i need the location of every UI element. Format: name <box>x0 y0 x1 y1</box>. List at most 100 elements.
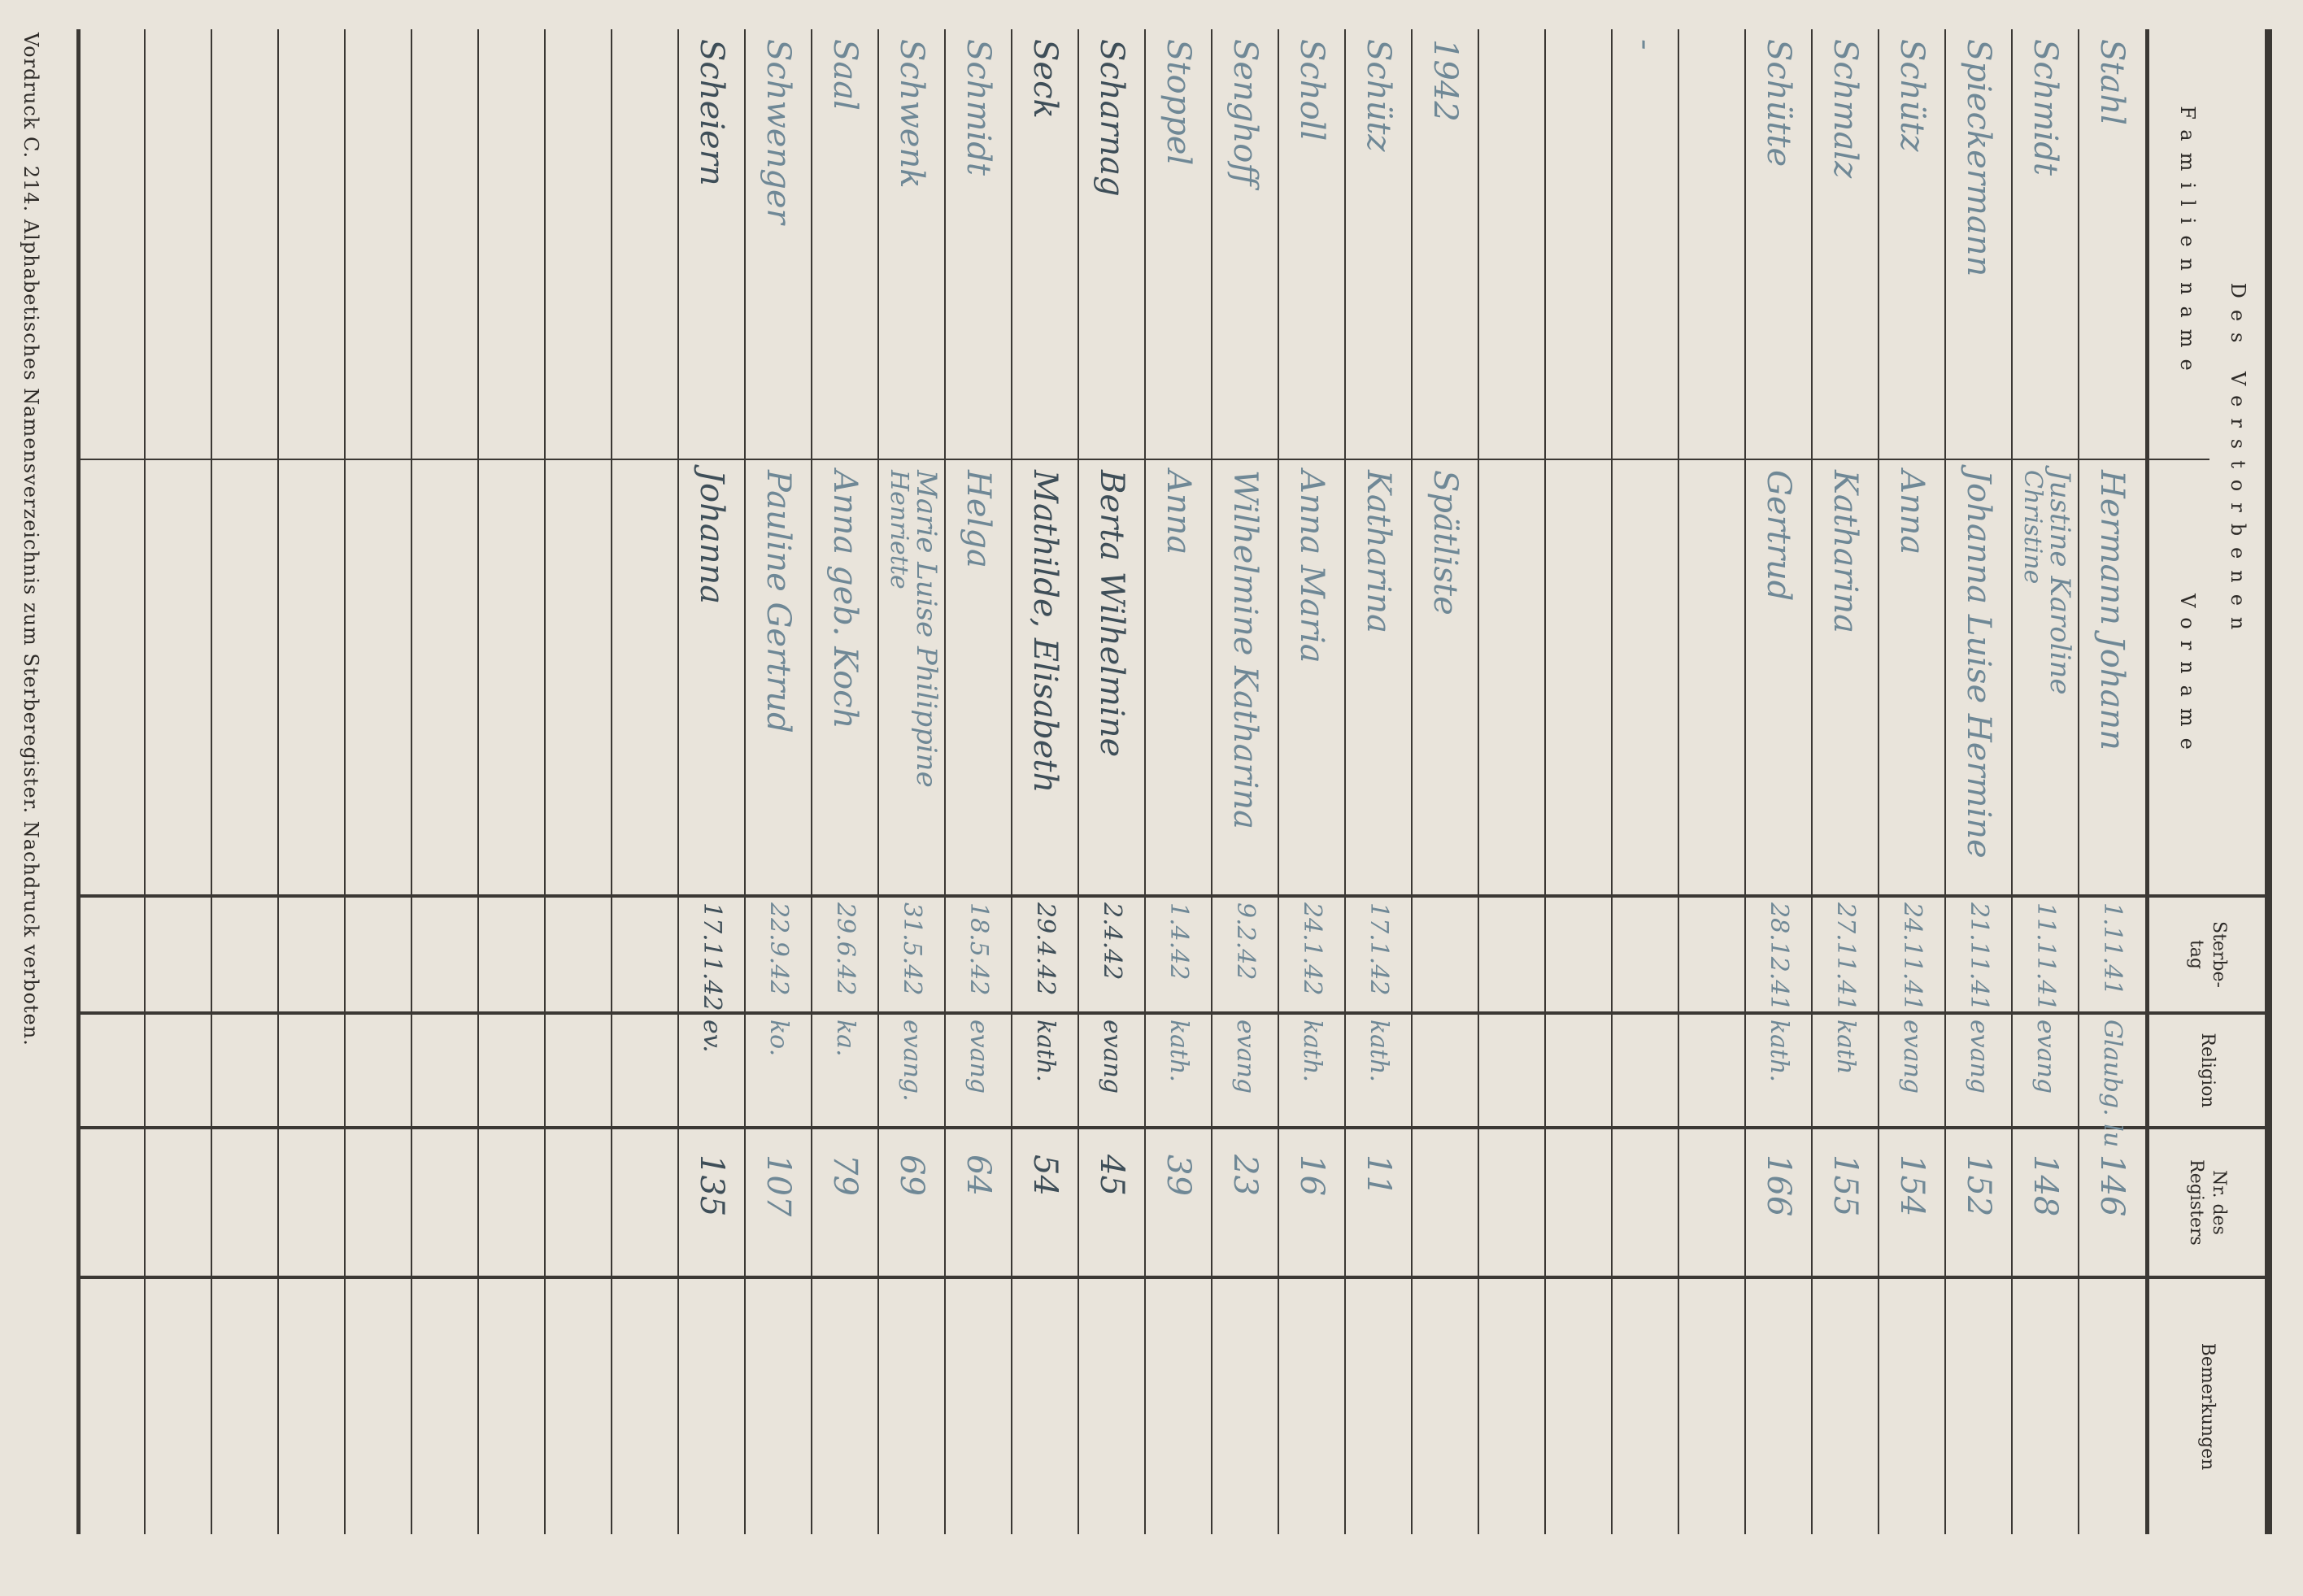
family-name-cell: Schwenk <box>878 39 945 454</box>
family-name-cell: Schmidt <box>945 39 1012 454</box>
header-death-date-line1: Sterbe- <box>2209 921 2229 988</box>
death-date-cell-text: 27.11.41 <box>1831 902 1860 1011</box>
given-name-cell-text: Hermann Johann <box>2093 470 2131 750</box>
death-date-cell: 22.9.42 <box>745 902 812 1011</box>
given-name-cell: Mathilde, Elisabeth <box>1012 470 1078 893</box>
death-date-cell-text: 29.4.42 <box>1031 902 1060 996</box>
death-date-cell-text: 1.4.42 <box>1165 902 1193 981</box>
register-number-cell: 135 <box>678 1155 745 1268</box>
given-name-cell-text: Mathilde, Elisabeth <box>1026 470 1064 794</box>
religion-cell-text: evang <box>1898 1020 1926 1094</box>
family-name-cell: Saal <box>812 39 878 454</box>
religion-cell-text: kath. <box>1765 1020 1793 1082</box>
register-number-cell: 155 <box>1812 1155 1879 1268</box>
religion-cell-text: evang. <box>898 1020 926 1102</box>
religion-cell-text: evang <box>1965 1020 1993 1094</box>
family-name-cell: Schütz <box>1879 39 1945 454</box>
given-name-cell-text: Pauline Gertrud <box>760 470 797 733</box>
family-name-cell: Stahl <box>2079 39 2145 454</box>
religion-cell: evang <box>1078 1020 1145 1125</box>
given-name-cell-text: Helga <box>960 470 997 568</box>
given-name-cell: Johanna Luise Hermine <box>1945 470 2012 893</box>
family-name-cell-text: Schütz <box>1360 39 1397 152</box>
family-name-cell-text: Schmidt <box>2027 39 2064 176</box>
death-date-cell-text: 11.11.41 <box>2031 902 2060 1011</box>
family-name-cell: Senghoff <box>1212 39 1278 454</box>
religion-cell-text: ko. <box>764 1020 793 1057</box>
given-name-cell: Gertrud <box>1745 470 1812 893</box>
death-date-cell-text: 9.2.42 <box>1231 902 1260 981</box>
death-date-cell: 11.11.41 <box>2012 902 2079 1011</box>
death-date-cell-text: 1.11.41 <box>2098 902 2127 996</box>
register-number-cell-text: 107 <box>760 1155 797 1217</box>
header-register-no: Nr. des Registers <box>2184 1129 2230 1276</box>
form-footer: Vordruck C. 214. Alphabetisches Namensve… <box>20 33 42 1046</box>
register-number-cell-text: 152 <box>1960 1155 1997 1217</box>
religion-cell-text: evang <box>1231 1020 1260 1094</box>
death-date-cell: 29.6.42 <box>812 902 878 1011</box>
death-date-cell <box>1612 902 1678 1011</box>
family-name-cell: - <box>1612 39 1678 454</box>
death-date-cell-text: 24.1.42 <box>1298 902 1326 996</box>
register-number-cell: 64 <box>945 1155 1012 1268</box>
given-name-cell: Berta Wilhelmine <box>1078 470 1145 893</box>
given-name-cell-text: Anna <box>1160 470 1197 555</box>
death-date-cell-text: 24.11.41 <box>1898 902 1926 1011</box>
row-rule <box>544 29 546 1534</box>
register-number-cell: 11 <box>1345 1155 1412 1268</box>
row-rule <box>344 29 346 1534</box>
religion-cell: kath. <box>1345 1020 1412 1125</box>
religion-cell: evang <box>945 1020 1012 1125</box>
family-name-cell: 1942 <box>1412 39 1478 454</box>
given-name-cell-text: Anna geb. Koch <box>826 470 864 729</box>
register-number-cell-text: 135 <box>693 1155 730 1217</box>
death-date-cell: 24.11.41 <box>1879 902 1945 1011</box>
register-number-cell: 69 <box>878 1155 945 1268</box>
family-name-cell: Schmalz <box>1812 39 1879 454</box>
religion-cell: evang. <box>878 1020 945 1125</box>
death-date-cell: 1.4.42 <box>1145 902 1212 1011</box>
given-name-cell-text: Gertrud <box>1760 470 1797 602</box>
given-name-cell <box>1545 470 1612 893</box>
religion-cell: ko. <box>745 1020 812 1125</box>
family-name-cell-text: Scholl <box>1293 39 1330 141</box>
header-bottom-rule <box>2145 29 2149 1534</box>
given-name-cell-text: Anna <box>1893 470 1931 555</box>
religion-cell: evang <box>2012 1020 2079 1125</box>
row-rule <box>77 29 79 1534</box>
register-number-cell: 148 <box>2012 1155 2079 1268</box>
family-name-cell: Seck <box>1012 39 1078 454</box>
religion-cell: ev. <box>678 1020 745 1125</box>
given-name-cell: Hermann Johann <box>2079 470 2145 893</box>
given-name-cell: Katharina <box>1812 470 1879 893</box>
given-name-second-line: Christine <box>2018 470 2047 585</box>
register-number-cell-text: 154 <box>1893 1155 1931 1217</box>
given-name-cell-text: Johanna <box>693 470 730 605</box>
register-number-cell-text: 45 <box>1093 1155 1130 1196</box>
given-name-cell: Spätliste <box>1412 470 1478 893</box>
register-number-cell: 16 <box>1278 1155 1345 1268</box>
family-name-cell: Stoppel <box>1145 39 1212 454</box>
row-rule <box>611 29 612 1534</box>
death-date-cell-text: 17.11.42 <box>698 902 726 1011</box>
family-name-cell-text: Senghoff <box>1226 39 1264 186</box>
family-name-cell: Schütte <box>1745 39 1812 454</box>
religion-cell-text: evang <box>964 1020 993 1094</box>
register-number-cell: 107 <box>745 1155 812 1268</box>
register-number-cell: 79 <box>812 1155 878 1268</box>
given-name-cell: Marie Luise Philippine Henriette <box>873 470 945 893</box>
family-name-cell-text: Schwenger <box>760 39 797 224</box>
register-number-cell-text: 54 <box>1026 1155 1064 1196</box>
death-date-cell-text: 21.11.41 <box>1965 902 1993 1011</box>
death-date-cell <box>1478 902 1545 1011</box>
row-rule <box>211 29 212 1534</box>
given-name-cell: Anna <box>1879 470 1945 893</box>
given-name-cell-text: Johanna Luise Hermine <box>1960 470 1997 859</box>
header-religion: Religion <box>2197 1033 2218 1108</box>
header-group-title: Des Verstorbenen <box>2227 282 2249 641</box>
register-number-cell: 154 <box>1879 1155 1945 1268</box>
death-date-cell-text: 18.5.42 <box>964 902 993 996</box>
religion-cell: evang <box>1212 1020 1278 1125</box>
death-date-cell: 21.11.41 <box>1945 902 2012 1011</box>
given-name-cell: Wilhelmine Katharina <box>1212 470 1278 893</box>
